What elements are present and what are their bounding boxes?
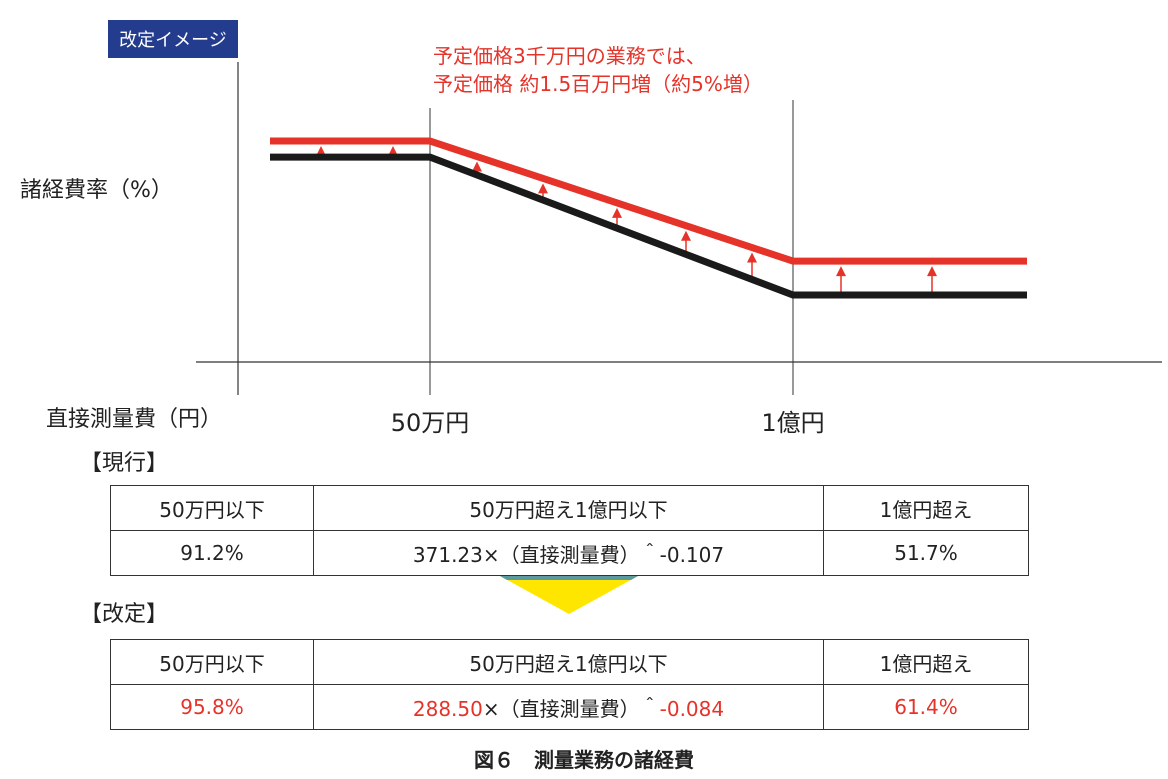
table-value-row: 95.8% 288.50×（直接測量費）＾-0.084 61.4%	[110, 684, 1029, 730]
value-cell: 91.2%	[110, 530, 314, 576]
formula-coefficient: 288.50	[412, 696, 483, 721]
header-cell: 1億円超え	[823, 639, 1029, 685]
increase-arrow	[747, 252, 757, 277]
formula-exponent: -0.084	[659, 696, 725, 721]
revised-section-label: 【改定】	[80, 602, 169, 627]
x-tick-500k: 50万円	[390, 409, 470, 437]
increase-arrow	[927, 266, 937, 292]
header-cell: 1億円超え	[823, 485, 1029, 531]
formula-base: ×（直接測量費）＾	[482, 696, 660, 721]
value-cell: 61.4%	[823, 684, 1029, 730]
annotation-line-1: 予定価格3千万円の業務では、	[433, 44, 706, 68]
down-arrow-shape	[500, 576, 638, 614]
header-cell: 50万円以下	[110, 485, 314, 531]
expense-rate-chart	[196, 62, 1162, 395]
revised-rate-line	[270, 137, 1027, 265]
current-formula-table: 50万円以下 50万円超え1億円以下 1億円超え 91.2% 371.23×（直…	[110, 485, 1029, 576]
image-badge: 改定イメージ	[108, 20, 238, 58]
value-cell: 51.7%	[823, 530, 1029, 576]
increase-arrow	[538, 183, 548, 198]
increase-arrow	[836, 266, 846, 292]
value-cell: 371.23×（直接測量費）＾-0.107	[313, 530, 824, 576]
table-header-row: 50万円以下 50万円超え1億円以下 1億円超え	[110, 639, 1029, 685]
header-cell: 50万円超え1億円以下	[313, 639, 824, 685]
increase-arrow	[681, 230, 691, 252]
figure-caption: 図６ 測量業務の諸経費	[474, 748, 694, 772]
current-section-label: 【現行】	[80, 451, 169, 476]
current-rate-line	[270, 153, 1027, 299]
header-cell: 50万円以下	[110, 639, 314, 685]
down-arrow-icon	[500, 576, 638, 614]
value-cell: 288.50×（直接測量費）＾-0.084	[313, 684, 824, 730]
y-axis-label: 諸経費率（%）	[20, 178, 173, 203]
down-arrow-edge	[500, 576, 638, 580]
value-cell: 95.8%	[110, 684, 314, 730]
table-header-row: 50万円以下 50万円超え1億円以下 1億円超え	[110, 485, 1029, 531]
table-value-row: 91.2% 371.23×（直接測量費）＾-0.107 51.7%	[110, 530, 1029, 576]
header-cell: 50万円超え1億円以下	[313, 485, 824, 531]
x-axis-label: 直接測量費（円）	[46, 407, 223, 432]
increase-annotation: 予定価格3千万円の業務では、 予定価格 約1.5百万円増（約5%増）	[433, 42, 763, 98]
increase-arrow	[612, 207, 622, 226]
x-tick-100m: 1億円	[761, 409, 825, 437]
revised-formula-table: 50万円以下 50万円超え1億円以下 1億円超え 95.8% 288.50×（直…	[110, 639, 1029, 730]
annotation-line-2: 予定価格 約1.5百万円増（約5%増）	[433, 72, 763, 96]
